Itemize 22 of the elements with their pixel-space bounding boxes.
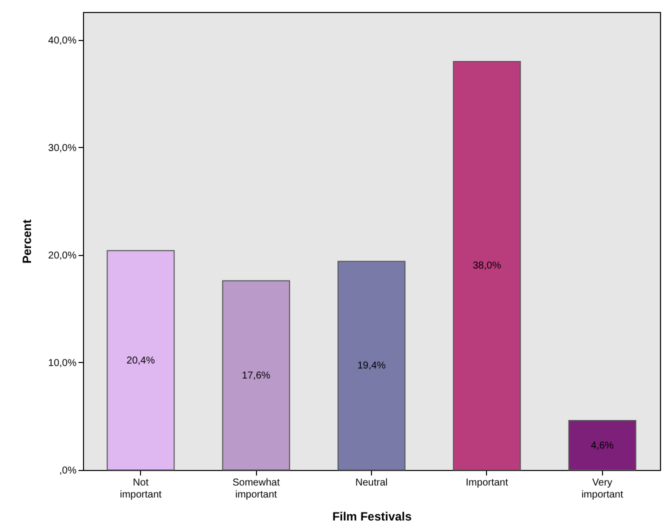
data-label: 4,6% [590, 440, 614, 452]
x-axis-title: Film Festivals [332, 510, 412, 524]
y-tick-label: 10,0% [48, 358, 77, 369]
x-tick-label: Somewhat important [232, 478, 280, 500]
data-label: 17,6% [242, 370, 270, 382]
x-tick-label: Very important [581, 478, 624, 500]
y-tick-label: 40,0% [48, 35, 77, 46]
x-tick-label: Not important [120, 478, 162, 500]
y-axis-title: Percent [20, 219, 34, 264]
bar [222, 280, 290, 470]
data-label: 19,4% [357, 360, 386, 372]
y-tick-label: ,0% [59, 466, 77, 476]
bar [452, 60, 521, 470]
y-tick-label: 30,0% [48, 142, 77, 154]
x-tick-label: Important [466, 478, 508, 488]
bar [338, 260, 406, 470]
data-label: 38,0% [472, 260, 502, 272]
bar [568, 420, 636, 470]
data-label: 20,4% [126, 355, 155, 366]
bar [106, 250, 175, 470]
x-tick-label: Neutral [355, 478, 388, 488]
y-tick-label: 20,0% [48, 250, 77, 262]
